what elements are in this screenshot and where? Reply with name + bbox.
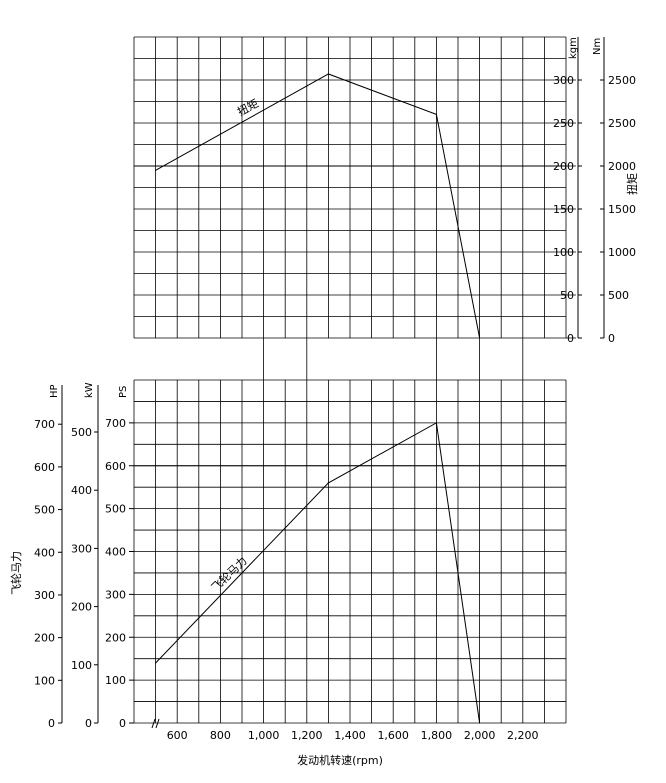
x-tick-label: 2,000 xyxy=(464,729,496,742)
hp-tick-label: 200 xyxy=(34,632,55,645)
kgm-tick-label: 0 xyxy=(567,332,574,345)
hp-tick-label: 0 xyxy=(48,717,55,730)
x-tick-label: 1,200 xyxy=(291,729,323,742)
hp-tick-label: 300 xyxy=(34,589,55,602)
kgm-tick-label: 250 xyxy=(553,117,574,130)
torque-unit-nm-label: Nm xyxy=(592,38,603,55)
power-curve-point xyxy=(327,482,329,484)
nm-tick-label: 2500 xyxy=(608,117,636,130)
power-curve-point xyxy=(155,662,157,664)
hp-tick-label: 400 xyxy=(34,546,55,559)
kgm-tick-label: 50 xyxy=(560,289,574,302)
kw-tick-label: 500 xyxy=(71,426,92,439)
x-tick-label: 1,400 xyxy=(334,729,366,742)
power-curve-point xyxy=(435,422,437,424)
power-unit-ps-label: PS xyxy=(118,386,129,398)
hp-tick-label: 600 xyxy=(34,461,55,474)
kw-tick-label: 200 xyxy=(71,601,92,614)
ps-tick-label: 400 xyxy=(105,546,126,559)
ps-tick-label: 600 xyxy=(105,460,126,473)
hp-tick-label: 500 xyxy=(34,504,55,517)
ps-tick-label: 700 xyxy=(105,417,126,430)
power-unit-kw-label: kW xyxy=(84,382,95,398)
power-curve-point xyxy=(479,722,481,724)
kgm-tick-label: 200 xyxy=(553,160,574,173)
nm-tick-label: 2500 xyxy=(608,74,636,87)
chart-axes: 0501001502002503000500100015002000250025… xyxy=(34,37,636,742)
chart-curves xyxy=(155,73,481,724)
kgm-tick-label: 150 xyxy=(553,203,574,216)
power-unit-hp-label: HP xyxy=(49,384,60,398)
ps-tick-label: 300 xyxy=(105,588,126,601)
kw-tick-label: 0 xyxy=(85,717,92,730)
kw-tick-label: 100 xyxy=(71,659,92,672)
hp-tick-label: 100 xyxy=(34,674,55,687)
x-axis-title: 发动机转速(rpm) xyxy=(297,753,383,767)
torque-curve-line xyxy=(155,73,481,339)
x-tick-label: 1,000 xyxy=(248,729,280,742)
nm-tick-label: 0 xyxy=(608,332,615,345)
torque-curve-label: 扭矩 xyxy=(235,96,261,119)
kw-tick-label: 300 xyxy=(71,542,92,555)
ps-tick-label: 200 xyxy=(105,631,126,644)
kw-tick-label: 400 xyxy=(71,484,92,497)
x-axis-break-icon xyxy=(151,718,160,729)
ps-tick-label: 500 xyxy=(105,503,126,516)
torque-curve-point xyxy=(327,73,329,75)
torque-curve-point xyxy=(479,337,481,339)
power-axis-title: 飞轮马力 xyxy=(9,551,23,595)
ps-tick-label: 100 xyxy=(105,674,126,687)
ps-tick-label: 0 xyxy=(119,717,126,730)
x-tick-label: 1,800 xyxy=(421,729,453,742)
power-curve-line xyxy=(155,422,481,724)
torque-axis-title: 扭矩 xyxy=(625,173,639,195)
x-tick-label: 600 xyxy=(167,729,188,742)
torque-curve-point xyxy=(155,169,157,171)
hp-tick-label: 700 xyxy=(34,418,55,431)
chart-grid xyxy=(129,36,576,724)
nm-tick-label: 1000 xyxy=(608,246,636,259)
nm-tick-label: 500 xyxy=(608,289,629,302)
x-tick-label: 2,200 xyxy=(507,729,539,742)
nm-tick-label: 1500 xyxy=(608,203,636,216)
kgm-tick-label: 300 xyxy=(553,74,574,87)
nm-tick-label: 2000 xyxy=(608,160,636,173)
torque-curve-point xyxy=(435,113,437,115)
torque-unit-kgm-label: kgm xyxy=(568,37,579,59)
x-tick-label: 800 xyxy=(210,729,231,742)
kgm-tick-label: 100 xyxy=(553,246,574,259)
power-curve-label: 飞轮马力 xyxy=(208,554,249,595)
x-tick-label: 1,600 xyxy=(377,729,409,742)
